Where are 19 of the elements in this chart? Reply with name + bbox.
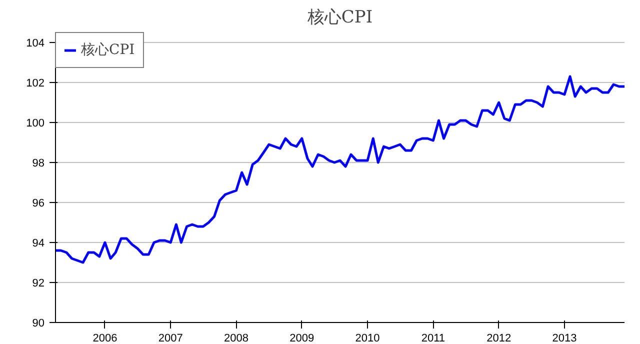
x-tick-label: 2011 bbox=[421, 332, 446, 344]
x-tick-label: 2010 bbox=[355, 332, 380, 344]
x-tick-label: 2012 bbox=[486, 332, 512, 344]
y-tick-label: 92 bbox=[32, 278, 45, 290]
x-tick-label: 2007 bbox=[158, 332, 183, 344]
line-series bbox=[56, 75, 624, 264]
y-tick-label: 96 bbox=[32, 198, 45, 210]
y-tick-label: 102 bbox=[26, 78, 45, 90]
y-tick-label: 98 bbox=[32, 158, 45, 170]
x-tick-label: 2008 bbox=[224, 332, 249, 344]
y-tick-label: 94 bbox=[32, 238, 45, 250]
x-tick-label: 2006 bbox=[92, 332, 118, 344]
y-tick-label: 104 bbox=[26, 38, 45, 50]
chart-title: 核心CPI bbox=[306, 8, 373, 28]
x-tick-label: 2013 bbox=[552, 332, 577, 344]
x-tick-label: 2009 bbox=[290, 332, 314, 344]
legend-label: 核心CPI bbox=[81, 41, 135, 59]
y-tick-label: 100 bbox=[26, 118, 45, 130]
y-tick-label: 90 bbox=[32, 318, 45, 330]
